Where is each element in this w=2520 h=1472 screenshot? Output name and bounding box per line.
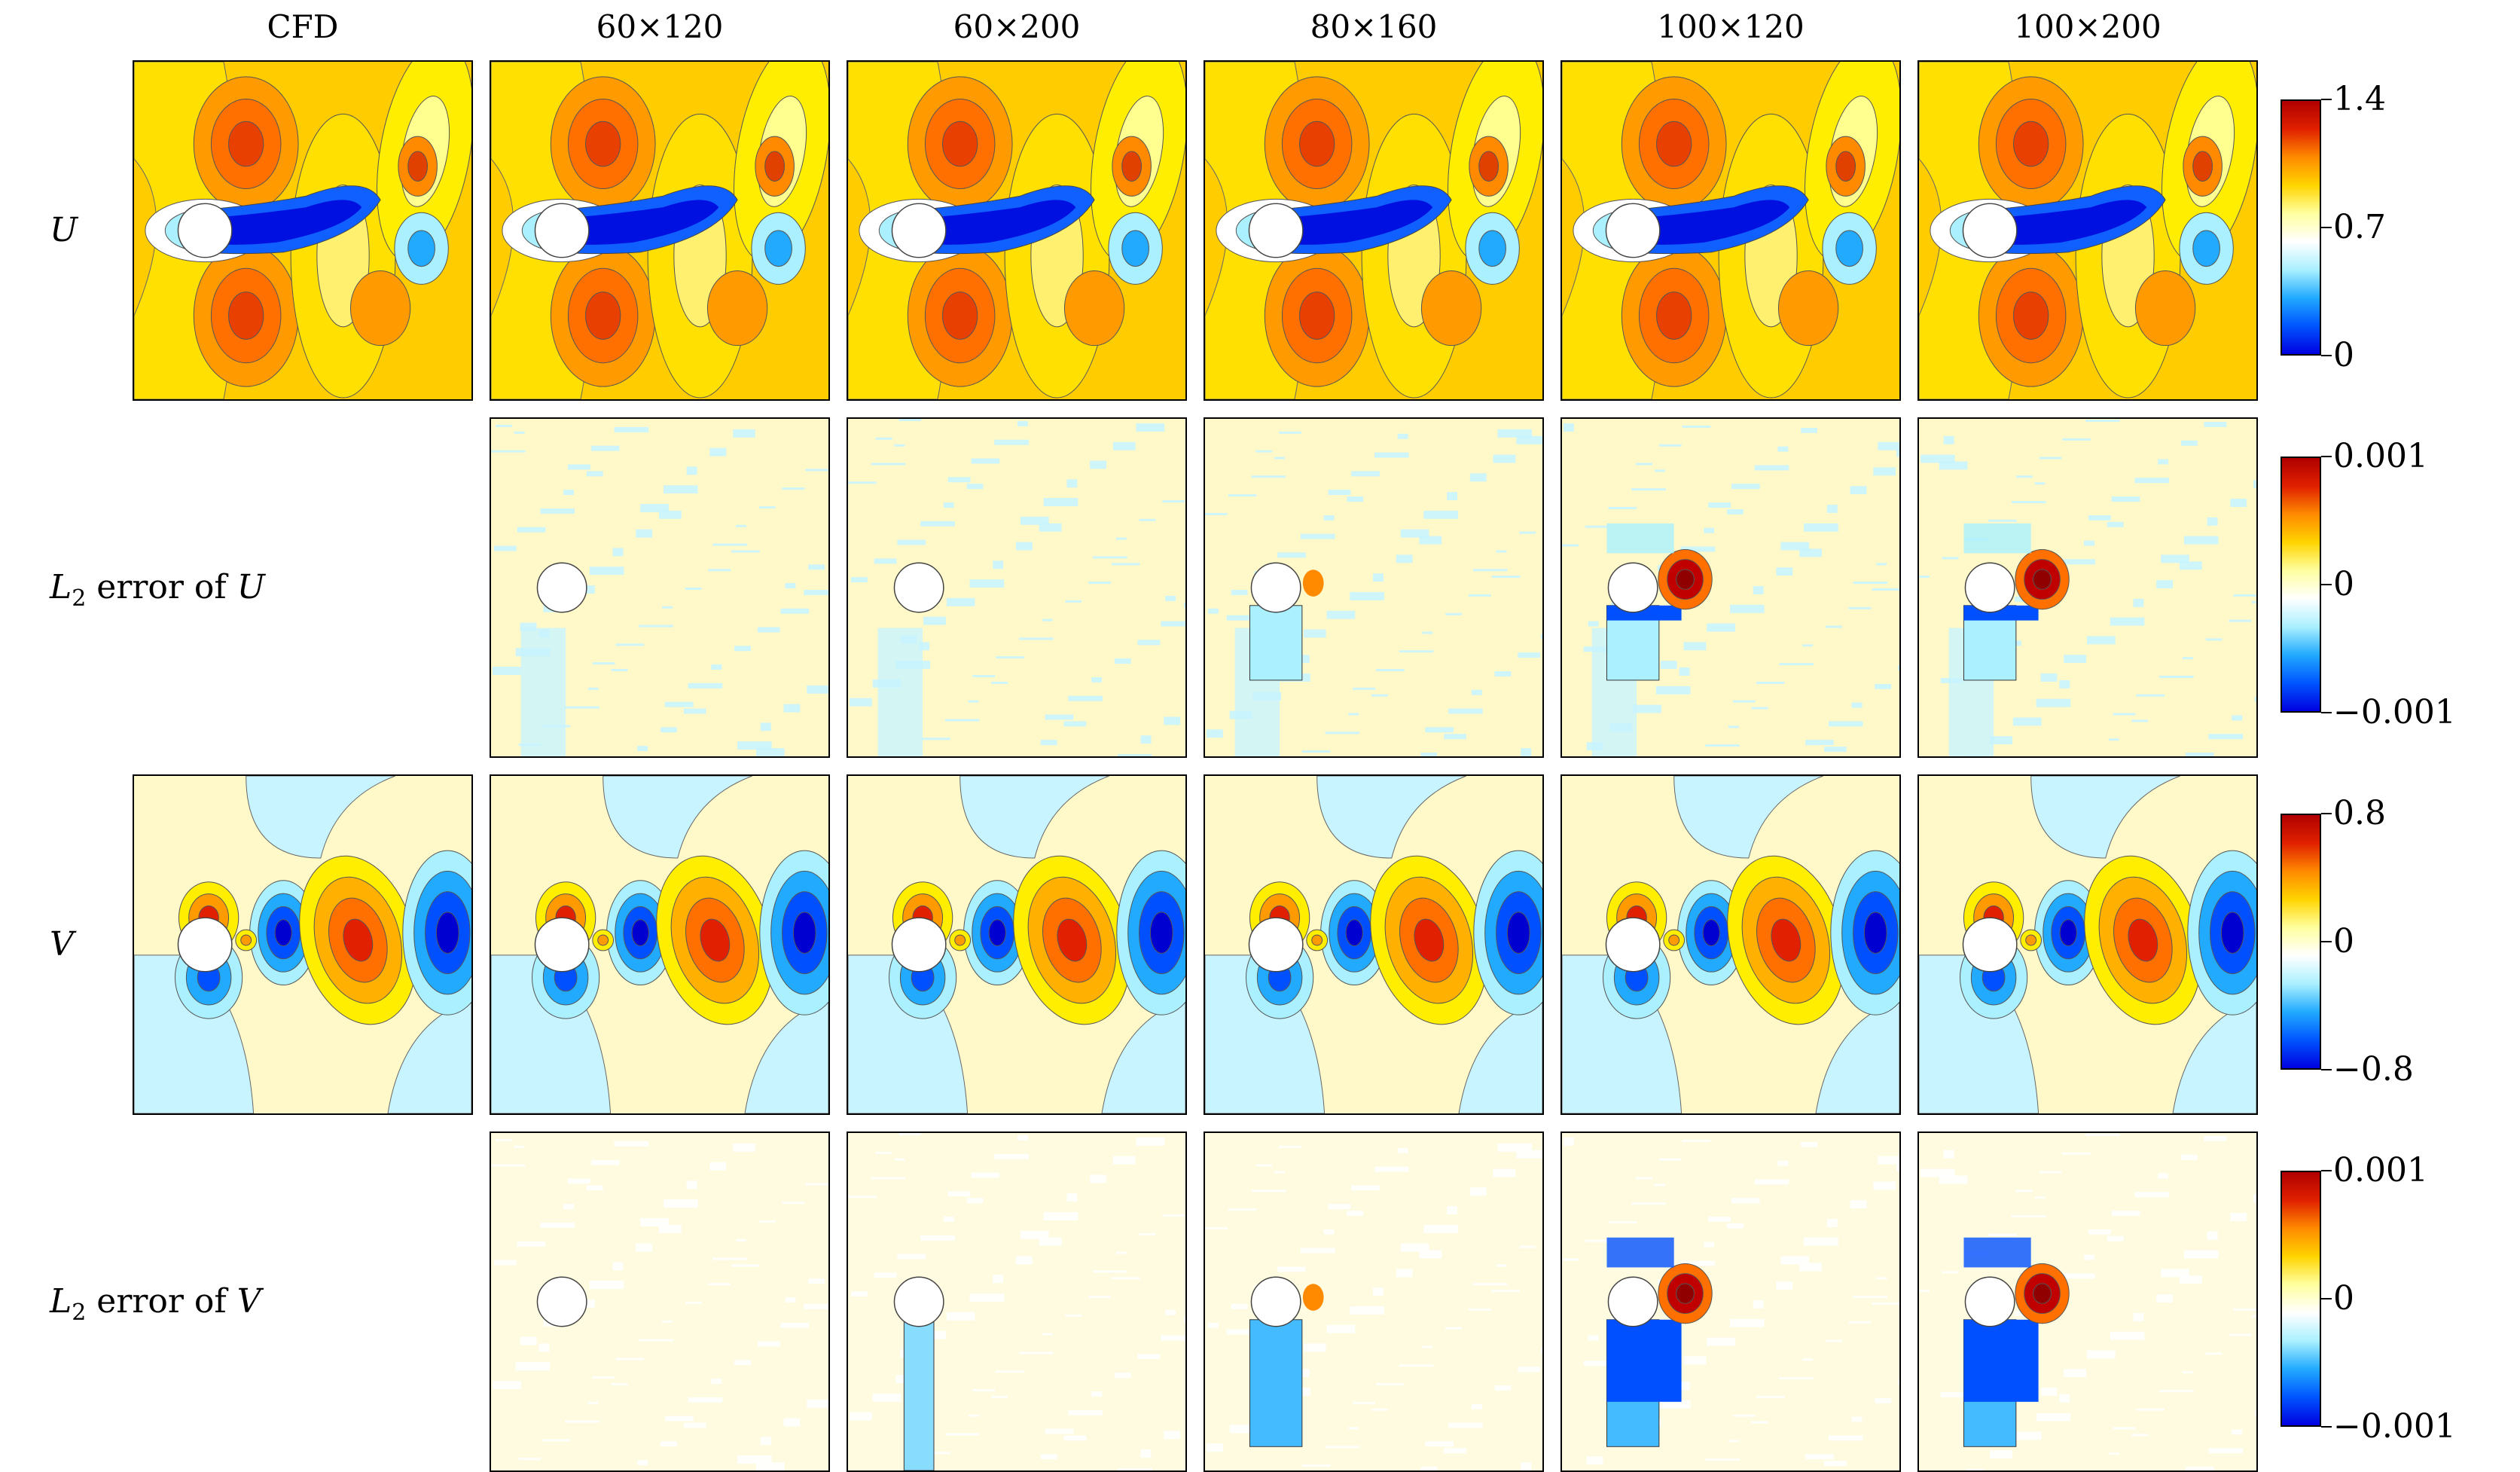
colorbar-tickmark [2321, 1298, 2332, 1299]
panel-err-5 [1917, 417, 2258, 758]
colorbar-u [2281, 99, 2321, 356]
panel-v-0 [133, 774, 473, 1115]
colorbar-tickmark [2321, 99, 2332, 100]
panel-v-5 [1917, 774, 2258, 1115]
colorbar-tickmark [2321, 456, 2332, 457]
panel-errv-5 [1917, 1131, 2258, 1472]
column-header-5: 100×200 [2014, 8, 2162, 45]
panel-v-2 [847, 774, 1187, 1115]
panel-u-1 [490, 60, 830, 401]
colorbar-tick-max: 0.8 [2333, 794, 2386, 832]
panel-v-4 [1561, 774, 1901, 1115]
colorbar-tick-max: 1.4 [2333, 80, 2386, 118]
colorbar-err [2281, 457, 2321, 713]
colorbar-tick-mid: 0 [2333, 565, 2354, 603]
colorbar-tickmark [2321, 584, 2332, 585]
panel-u-0 [133, 60, 473, 401]
row-label-0: U [50, 211, 78, 249]
column-header-1: 60×120 [596, 8, 724, 45]
colorbar-errv [2281, 1171, 2321, 1427]
colorbar-tick-min: −0.8 [2333, 1050, 2414, 1089]
panel-u-5 [1917, 60, 2258, 401]
colorbar-tick-mid: 0 [2333, 922, 2354, 960]
colorbar-tickmark [2321, 1170, 2332, 1171]
colorbar-tick-mid: 0 [2333, 1279, 2354, 1318]
panel-v-1 [490, 774, 830, 1115]
column-header-3: 80×160 [1310, 8, 1438, 45]
colorbar-v [2281, 814, 2321, 1070]
row-label-1: L2 error of U [50, 568, 265, 612]
row-label-3: L2 error of V [50, 1282, 261, 1326]
colorbar-tickmark [2321, 712, 2332, 713]
colorbar-tick-min: 0 [2333, 336, 2354, 374]
colorbar-tick-mid: 0.7 [2333, 208, 2386, 246]
colorbar-tickmark [2321, 227, 2332, 228]
colorbar-tickmark [2321, 941, 2332, 942]
colorbar-tick-max: 0.001 [2333, 1151, 2428, 1190]
panel-errv-4 [1561, 1131, 1901, 1472]
colorbar-tick-max: 0.001 [2333, 437, 2428, 475]
panel-err-2 [847, 417, 1187, 758]
panel-u-2 [847, 60, 1187, 401]
panel-v-3 [1204, 774, 1544, 1115]
panel-err-4 [1561, 417, 1901, 758]
colorbar-tickmark [2321, 1426, 2332, 1428]
panel-err-1 [490, 417, 830, 758]
panel-u-3 [1204, 60, 1544, 401]
panel-errv-3 [1204, 1131, 1544, 1472]
panel-u-4 [1561, 60, 1901, 401]
column-header-4: 100×120 [1657, 8, 1805, 45]
panel-errv-2 [847, 1131, 1187, 1472]
colorbar-tick-min: −0.001 [2333, 693, 2456, 731]
column-header-0: CFD [267, 8, 339, 45]
colorbar-tickmark [2321, 355, 2332, 356]
panel-errv-1 [490, 1131, 830, 1472]
row-label-2: V [50, 925, 74, 964]
column-header-2: 60×200 [953, 8, 1081, 45]
colorbar-tickmark [2321, 813, 2332, 814]
panel-err-3 [1204, 417, 1544, 758]
colorbar-tickmark [2321, 1069, 2332, 1070]
colorbar-tick-min: −0.001 [2333, 1407, 2456, 1446]
